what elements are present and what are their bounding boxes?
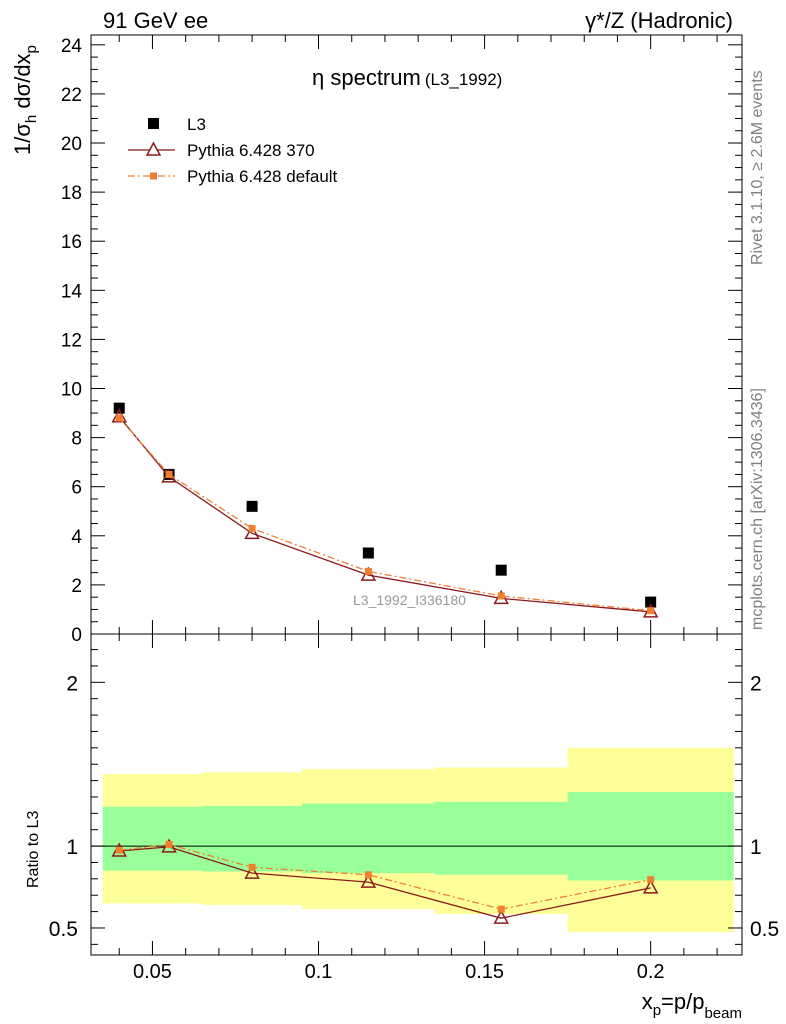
legend-marker-pythia-default (150, 172, 157, 180)
ratio-tick-label-right: 0.5 (750, 918, 779, 941)
plot-title-sub: (L3_1992) (425, 70, 503, 89)
mcplots-label: mcplots.cern.ch [arXiv:1306.3436] (749, 388, 766, 630)
series-l3-point (645, 596, 657, 608)
y-tick-label: 6 (71, 478, 82, 499)
y-tick-label: 20 (61, 134, 82, 155)
legend-item-pythia-default: Pythia 6.428 default (128, 167, 338, 186)
ratio-y-axis-title: Ratio to L3 (25, 811, 42, 888)
stat-uncertainty-band-0 (102, 806, 203, 871)
series-pythia-default-point (364, 567, 372, 575)
ratio-series-layer (111, 838, 659, 924)
y-tick-label: 8 (71, 429, 82, 450)
legend-marker-l3 (148, 118, 159, 129)
series-l3-point (495, 564, 507, 576)
y-tick-label: 14 (61, 281, 83, 302)
watermark-label: L3_1992_I336180 (353, 592, 466, 608)
x-tick-label: 0.15 (465, 961, 504, 983)
x-tick-label: 0.2 (637, 961, 665, 983)
legend-label-pythia-370: Pythia 6.428 370 (187, 141, 315, 160)
y-tick-label: 24 (61, 36, 83, 57)
ratio-pythia-default-point (647, 876, 655, 884)
series-pythia-default-point (647, 607, 655, 615)
ratio-pythia-370-line (119, 846, 651, 919)
series-pythia-default-point (248, 524, 256, 532)
plot-title: η spectrum (L3_1992) (312, 65, 502, 90)
series-pythia-default-point (165, 470, 173, 478)
series-layer (111, 402, 659, 618)
series-pythia-default-line (118, 417, 651, 612)
stat-uncertainty-band-4 (567, 792, 734, 881)
series-l3-point (246, 500, 258, 512)
series-l3-point (362, 547, 374, 559)
series-pythia-370-line (118, 416, 651, 613)
y-tick-label: 18 (61, 183, 82, 204)
legend-label-l3: L3 (187, 115, 206, 134)
ratio-tick-label-left: 0.5 (49, 918, 78, 941)
series-pythia-default-point (115, 414, 123, 422)
ratio-pythia-default-point (364, 871, 372, 879)
ratio-pythia-370-point (493, 909, 509, 924)
ratio-pythia-370-point (642, 879, 659, 894)
header-left-label: 91 GeV ee (103, 8, 208, 33)
stat-uncertainty-band-1 (202, 805, 302, 872)
legend: L3 Pythia 6.428 370 Pythia 6.428 default (128, 115, 338, 186)
rivet-label: Rivet 3.1.10, ≥ 2.6M events (749, 70, 766, 265)
legend-marker-pythia-370 (145, 141, 162, 156)
series-l3-point (113, 402, 125, 414)
ratio-tick-label-left: 1 (66, 836, 78, 859)
y-tick-label: 22 (61, 85, 82, 106)
ratio-tick-label-right: 1 (750, 836, 762, 859)
y-tick-label: 4 (71, 527, 82, 548)
ratio-tick-label-left: 2 (66, 672, 78, 695)
y-tick-label: 16 (61, 232, 82, 253)
y-tick-label: 12 (61, 330, 82, 351)
ratio-pythia-default-point (248, 863, 256, 871)
ratio-pythia-default-point (497, 905, 505, 913)
ratio-pythia-default-line (119, 843, 651, 910)
y-tick-label: 2 (71, 576, 82, 597)
ratio-pythia-default-point (165, 840, 173, 848)
stat-uncertainty-band-2 (301, 803, 435, 874)
legend-item-l3: L3 (148, 115, 206, 134)
y-axis-title: 1/σh dσ/dxp (10, 45, 40, 155)
header-right-label: γ*/Z (Hadronic) (585, 8, 733, 33)
x-axis-title: xp=p/pbeam (642, 989, 742, 1022)
legend-item-pythia-370: Pythia 6.428 370 (128, 141, 315, 160)
ratio-plot-frame (90, 633, 743, 956)
ratio-pythia-370-point (244, 864, 260, 879)
legend-label-pythia-default: Pythia 6.428 default (187, 167, 338, 186)
x-tick-label: 0.1 (305, 961, 333, 983)
y-tick-label: 0 (71, 625, 82, 646)
ratio-tick-label-right: 2 (750, 672, 762, 695)
ratio-pythia-default-point (115, 846, 123, 854)
uncertainty-bands (102, 747, 734, 933)
plot-title-main: η spectrum (312, 65, 421, 90)
series-pythia-370-point (244, 524, 260, 540)
stat-uncertainty-band-3 (434, 801, 568, 875)
y-tick-label: 10 (61, 380, 82, 401)
x-tick-label: 0.05 (133, 961, 172, 983)
ratio-pythia-370-point (360, 873, 377, 888)
series-pythia-default-point (497, 592, 505, 600)
